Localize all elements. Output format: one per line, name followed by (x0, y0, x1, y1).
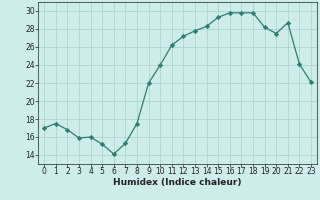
X-axis label: Humidex (Indice chaleur): Humidex (Indice chaleur) (113, 178, 242, 187)
